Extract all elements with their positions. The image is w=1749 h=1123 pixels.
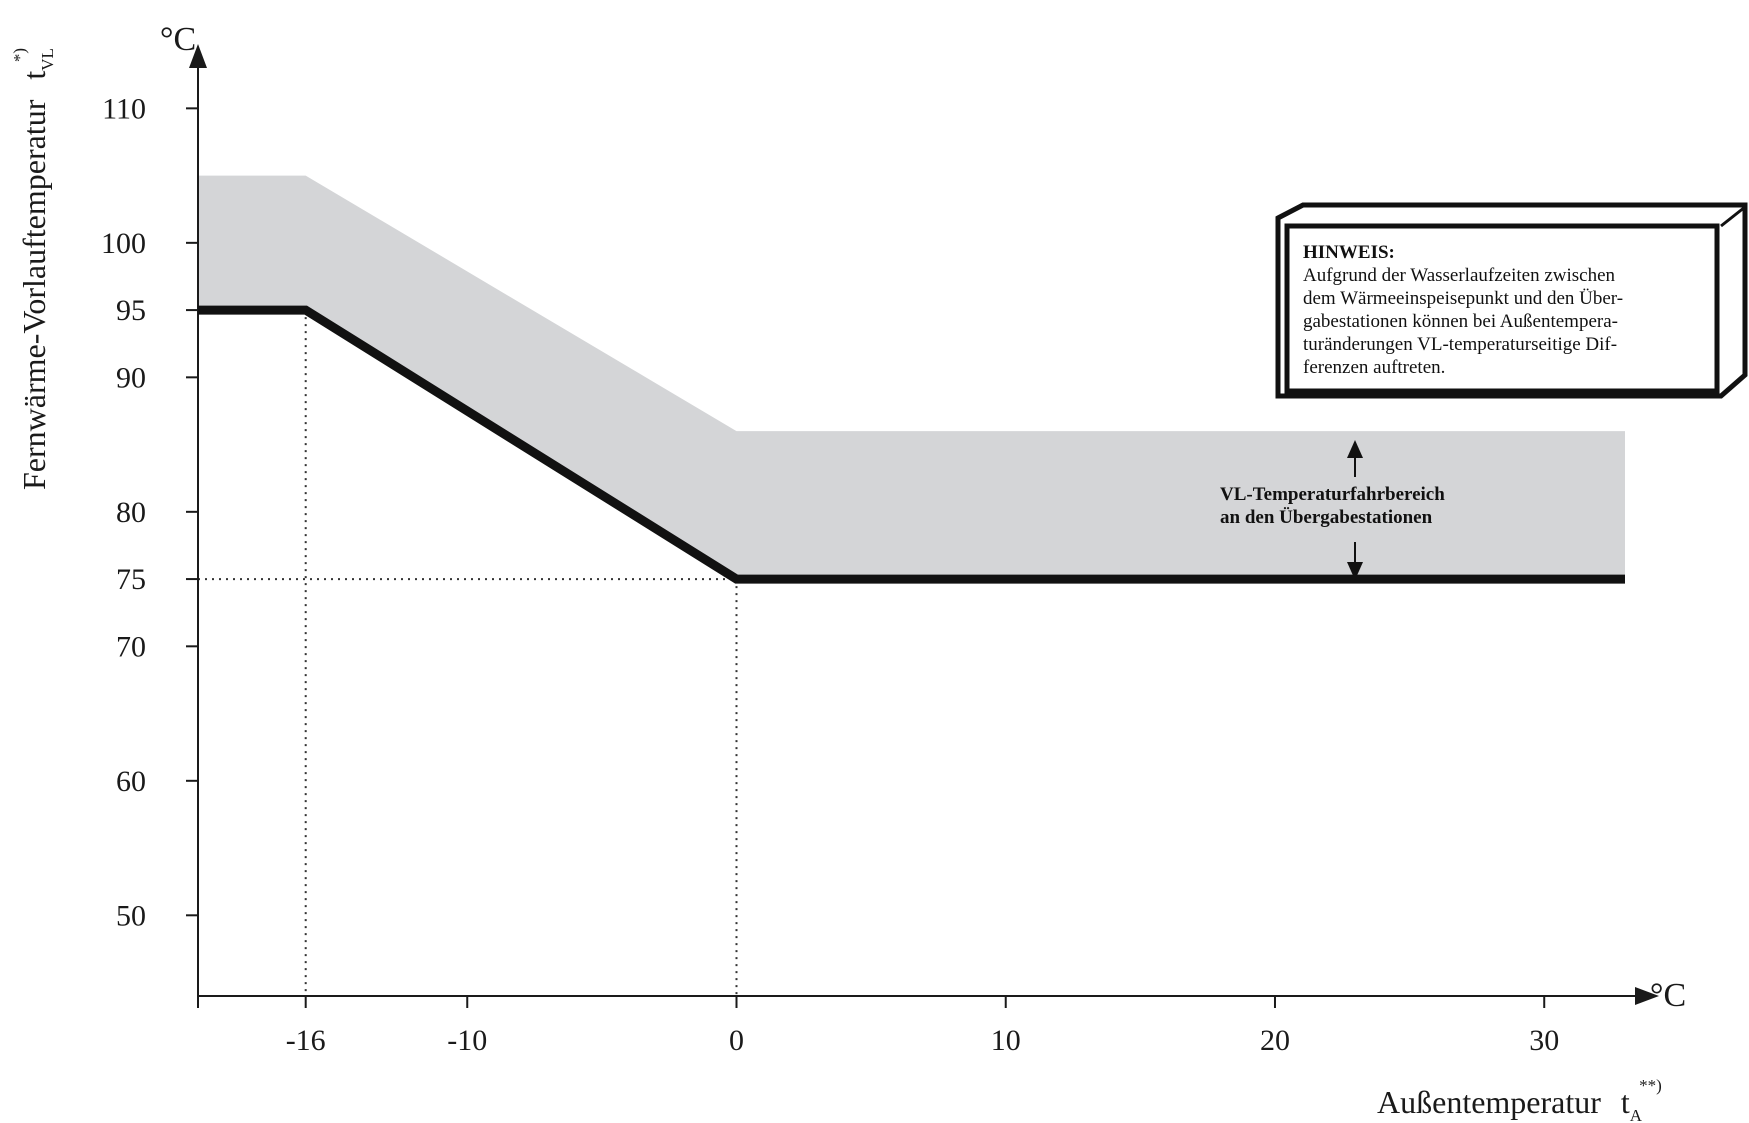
x-axis-title-label: Außentemperatur <box>1377 1084 1601 1120</box>
band-label-line-2: an den Übergabestationen <box>1220 507 1433 528</box>
x-tick-label-30: 30 <box>1529 1024 1559 1057</box>
y-axis-symbol: t <box>16 71 52 80</box>
x-tick-label-0: 0 <box>729 1024 744 1057</box>
note-line-1: Aufgrund der Wasserlaufzeiten zwischen <box>1303 265 1616 286</box>
x-ticks: -16 -10 0 10 20 30 <box>197 996 1559 1057</box>
x-tick-label-20: 20 <box>1260 1024 1290 1057</box>
note-line-4: turänderungen VL-temperaturseitige Dif- <box>1303 334 1617 355</box>
y-tick-label-75: 75 <box>116 563 146 596</box>
note-box-3d-edge <box>1720 205 1746 228</box>
note-title: HINWEIS: <box>1303 242 1395 263</box>
series-layer <box>198 305 1625 584</box>
y-tick-label-50: 50 <box>116 899 146 932</box>
y-axis-superscript: *) <box>10 48 29 62</box>
y-ticks: 110 100 95 90 80 75 70 60 50 <box>101 92 198 932</box>
svg-text:Fernwärme-Vorlauftemperatur: Fernwärme-Vorlauftemperatur tVL *) <box>10 48 57 490</box>
band-layer <box>198 175 1625 580</box>
x-axis-unit: °C <box>1650 977 1686 1014</box>
reference-lines <box>198 310 738 996</box>
temperature-band <box>198 175 1625 580</box>
x-axis-arrow <box>1635 987 1659 1005</box>
x-tick-label--10: -10 <box>447 1024 487 1057</box>
note-line-3: gabestationen können bei Außentempera- <box>1303 311 1618 332</box>
y-axis-title-label: Fernwärme-Vorlauftemperatur <box>16 99 52 490</box>
axes: 110 100 95 90 80 75 70 60 50 -16 -10 0 10 20 30 <box>101 44 1659 1057</box>
y-axis-unit: °C <box>160 21 196 58</box>
x-axis-subscript: A <box>1630 1106 1643 1123</box>
y-tick-label-90: 90 <box>116 361 146 394</box>
note-line-2: dem Wärmeeinspeisepunkt und den Über- <box>1303 288 1623 309</box>
band-annotation: VL-Temperaturfahrbereich an den Übergabe… <box>1220 440 1445 580</box>
y-tick-label-80: 80 <box>116 496 146 529</box>
note-box-inner <box>1284 223 1720 394</box>
y-tick-label-95: 95 <box>116 294 146 327</box>
x-axis-symbol: t <box>1621 1084 1630 1120</box>
y-tick-label-100: 100 <box>101 227 146 260</box>
y-axis-arrow <box>189 44 207 68</box>
y-tick-label-70: 70 <box>116 630 146 663</box>
x-axis-superscript: **) <box>1639 1076 1662 1095</box>
band-label-line-1: VL-Temperaturfahrbereich <box>1220 484 1445 505</box>
x-tick-label-10: 10 <box>991 1024 1021 1057</box>
note-box: HINWEIS: Aufgrund der Wasserlaufzeiten z… <box>1275 202 1748 399</box>
series-line-0 <box>198 305 1625 584</box>
y-tick-label-110: 110 <box>102 92 146 125</box>
x-tick-label--16: -16 <box>286 1024 326 1057</box>
y-axis-title: Fernwärme-Vorlauftemperatur tVL *) <box>10 48 57 490</box>
band-arrow-down-head <box>1347 562 1363 580</box>
x-axis-title: Außentemperatur tA **) <box>1377 1076 1662 1123</box>
note-line-5: ferenzen auftreten. <box>1303 357 1445 378</box>
band-arrow-up-head <box>1347 440 1363 458</box>
y-axis-subscript: VL <box>38 48 57 71</box>
y-tick-label-60: 60 <box>116 765 146 798</box>
